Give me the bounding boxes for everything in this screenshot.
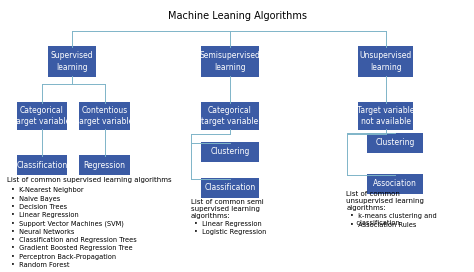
Text: •  Perceptron Back-Propagation: • Perceptron Back-Propagation bbox=[11, 254, 116, 259]
FancyBboxPatch shape bbox=[17, 156, 67, 175]
Text: Clustering: Clustering bbox=[375, 138, 415, 147]
Text: Categorical
target variable: Categorical target variable bbox=[201, 106, 259, 126]
Text: •  Logistic Regression: • Logistic Regression bbox=[194, 229, 267, 235]
Text: Target variable
not available: Target variable not available bbox=[357, 106, 414, 126]
Text: •  Support Vector Machines (SVM): • Support Vector Machines (SVM) bbox=[11, 221, 124, 227]
Text: Classification: Classification bbox=[204, 184, 255, 193]
FancyBboxPatch shape bbox=[48, 46, 96, 76]
Text: Semisupervised
learning: Semisupervised learning bbox=[200, 51, 261, 72]
FancyBboxPatch shape bbox=[201, 142, 259, 162]
Text: •  k-means clustering and
   classification: • k-means clustering and classification bbox=[350, 213, 437, 226]
Text: •  Classification and Regression Trees: • Classification and Regression Trees bbox=[11, 237, 137, 243]
Text: •  K-Nearest Neighbor: • K-Nearest Neighbor bbox=[11, 187, 83, 193]
Text: Clustering: Clustering bbox=[210, 147, 250, 156]
Text: •  Linear Regression: • Linear Regression bbox=[11, 212, 79, 218]
FancyBboxPatch shape bbox=[367, 174, 423, 194]
Text: Classification: Classification bbox=[16, 161, 67, 170]
FancyBboxPatch shape bbox=[358, 46, 413, 76]
Text: Machine Leaning Algorithms: Machine Leaning Algorithms bbox=[167, 11, 307, 21]
Text: •  Linear Regression: • Linear Regression bbox=[194, 221, 262, 227]
Text: •  Random Forest: • Random Forest bbox=[11, 262, 69, 268]
Text: List of common
unsupervised learning
algorithms:: List of common unsupervised learning alg… bbox=[346, 191, 424, 211]
Text: List of common semi
supervised learning
algorithms:: List of common semi supervised learning … bbox=[191, 199, 263, 219]
Text: •  Naive Bayes: • Naive Bayes bbox=[11, 196, 60, 202]
FancyBboxPatch shape bbox=[201, 46, 259, 76]
Text: •  Decision Trees: • Decision Trees bbox=[11, 204, 67, 210]
Text: Association: Association bbox=[373, 180, 417, 188]
Text: List of common supervised learning algorithms: List of common supervised learning algor… bbox=[7, 177, 172, 183]
FancyBboxPatch shape bbox=[367, 133, 423, 153]
Text: Categorical
target variable: Categorical target variable bbox=[13, 106, 71, 126]
FancyBboxPatch shape bbox=[358, 102, 413, 130]
Text: Regression: Regression bbox=[83, 161, 126, 170]
Text: •  Association Rules: • Association Rules bbox=[350, 222, 416, 228]
Text: Supervised
learning: Supervised learning bbox=[51, 51, 93, 72]
FancyBboxPatch shape bbox=[201, 102, 259, 130]
Text: •  Neural Networks: • Neural Networks bbox=[11, 229, 74, 235]
FancyBboxPatch shape bbox=[79, 102, 130, 130]
Text: Contentious
target variable: Contentious target variable bbox=[76, 106, 133, 126]
FancyBboxPatch shape bbox=[201, 178, 259, 198]
FancyBboxPatch shape bbox=[17, 102, 67, 130]
Text: •  Gradient Boosted Regression Tree: • Gradient Boosted Regression Tree bbox=[11, 245, 132, 251]
Text: Unsupervised
learning: Unsupervised learning bbox=[359, 51, 412, 72]
FancyBboxPatch shape bbox=[79, 156, 130, 175]
